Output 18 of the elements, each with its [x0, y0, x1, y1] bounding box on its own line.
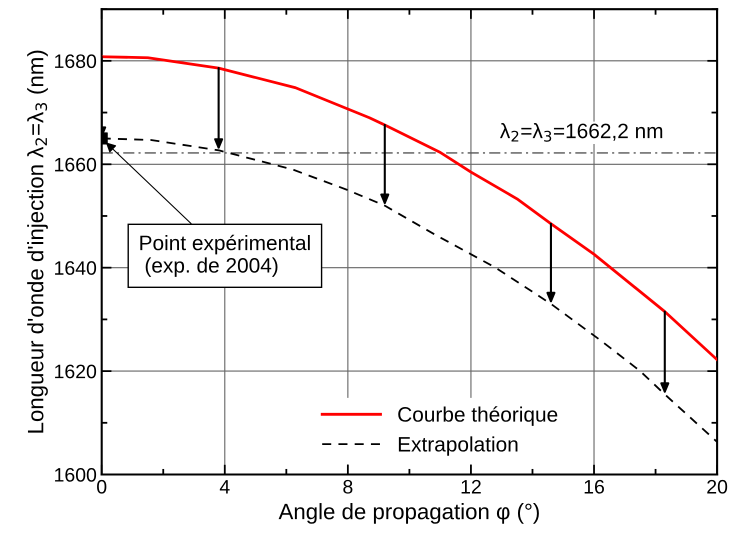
line-series: [102, 55, 718, 362]
y-tick-label: 1640: [55, 261, 96, 275]
x-tick-label: 8: [343, 480, 352, 494]
x-tick-label: 20: [707, 480, 728, 494]
x-tick-label: 0: [97, 480, 106, 494]
x-axis-title: Angle de propagation φ (°): [278, 503, 539, 524]
y-tick-label: 1620: [55, 364, 96, 378]
ref-line-label: λ$_{2}$=λ$_{3}$=1662,2 nm: [500, 123, 662, 142]
x-tick-label: 12: [462, 480, 481, 494]
y-axis-title: Longueur d'onde d'injection λ$_{2}$=λ$_{3}$ (nm): [27, 50, 48, 433]
y-tick-label: 1600: [55, 468, 96, 482]
y-tick-label: 1660: [55, 158, 96, 172]
legend-label: Extrapolation: [398, 436, 518, 456]
legend-label: Courbe théorique: [398, 406, 558, 426]
y-tick-label: 1680: [55, 54, 96, 68]
annotation: Point expérimental (exp. de 2004): [140, 234, 310, 277]
x-tick-label: 4: [220, 480, 230, 494]
x-tick-label: 16: [584, 480, 604, 494]
